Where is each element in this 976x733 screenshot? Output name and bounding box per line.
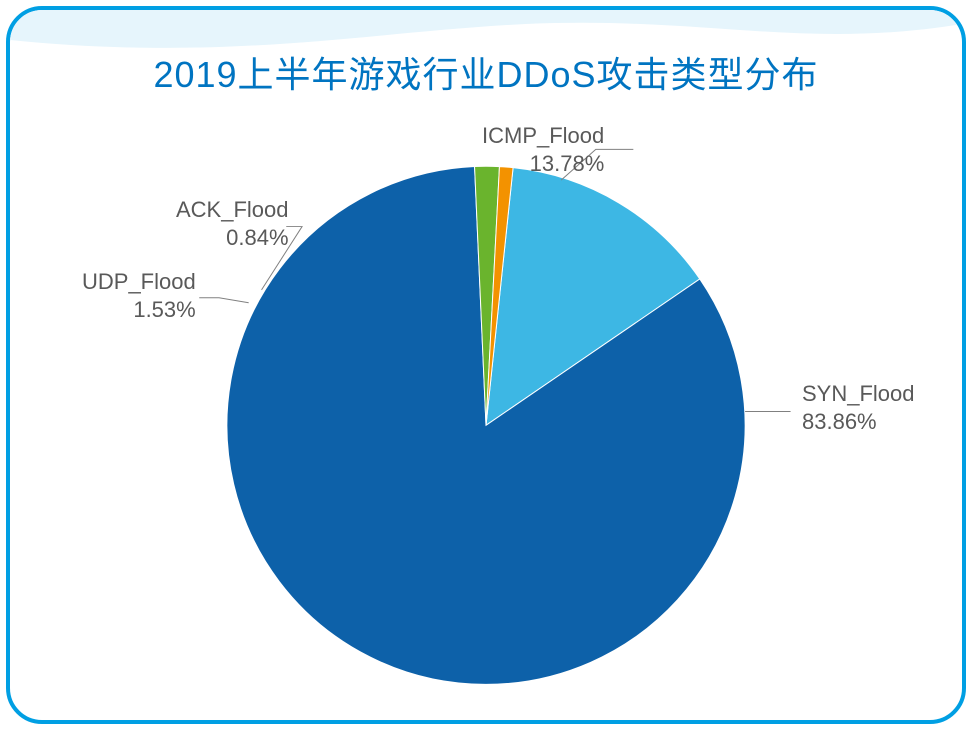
- slice-label-ack_flood: ACK_Flood0.84%: [176, 196, 289, 251]
- slice-label-icmp_flood: ICMP_Flood13.78%: [482, 122, 604, 177]
- slice-label-udp_flood: UDP_Flood1.53%: [82, 268, 196, 323]
- slice-percent: 1.53%: [82, 296, 196, 324]
- slice-percent: 83.86%: [802, 408, 915, 436]
- pie-chart: [10, 10, 962, 720]
- slice-name: ICMP_Flood: [482, 122, 604, 150]
- slice-name: UDP_Flood: [82, 268, 196, 296]
- slice-name: SYN_Flood: [802, 380, 915, 408]
- slice-name: ACK_Flood: [176, 196, 289, 224]
- chart-frame: 2019上半年游戏行业DDoS攻击类型分布 ICMP_Flood13.78%SY…: [6, 6, 966, 724]
- slice-percent: 0.84%: [176, 224, 289, 252]
- slice-percent: 13.78%: [482, 150, 604, 178]
- slice-label-syn_flood: SYN_Flood83.86%: [802, 380, 915, 435]
- leader-line-udp_flood: [199, 298, 248, 303]
